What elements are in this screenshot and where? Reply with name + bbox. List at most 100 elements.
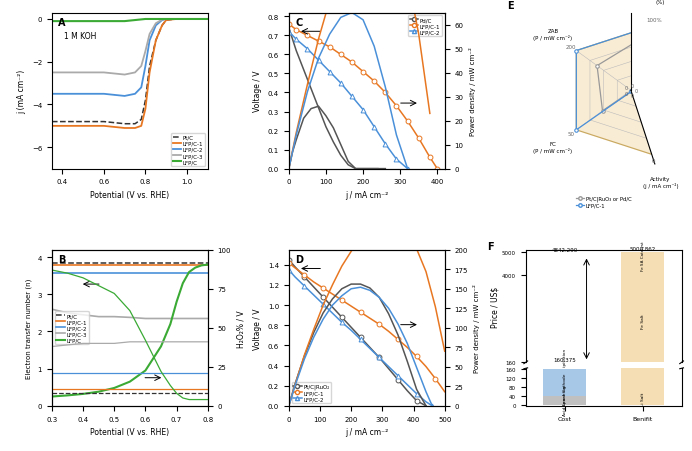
LFP/C-2 bbox=[79, 92, 87, 97]
LFP/C-3 bbox=[158, 18, 166, 23]
X-axis label: j / mA cm⁻²: j / mA cm⁻² bbox=[345, 427, 388, 436]
Legend: Pt/C|RuO₂, LFP/C-1, LFP/C-2: Pt/C|RuO₂, LFP/C-1, LFP/C-2 bbox=[291, 382, 331, 403]
Pt/C bbox=[141, 98, 149, 104]
Text: 100%: 100% bbox=[646, 18, 662, 23]
LFP/C-1 bbox=[79, 124, 87, 129]
LFP/C-1 bbox=[162, 18, 170, 24]
LFP/C-3 bbox=[137, 64, 145, 69]
Text: Fe Salt: Fe Salt bbox=[641, 313, 645, 328]
LFP/C-3 bbox=[172, 17, 181, 23]
LFP/C bbox=[183, 17, 191, 23]
LFP/C bbox=[110, 19, 118, 25]
LFP/C bbox=[203, 17, 212, 23]
LFP/C-1 bbox=[131, 126, 139, 131]
Text: 1 M KOH: 1 M KOH bbox=[64, 32, 97, 41]
Line: LFP/C-2: LFP/C-2 bbox=[52, 20, 208, 97]
LFP/C bbox=[152, 17, 160, 23]
Text: 200: 200 bbox=[565, 45, 576, 50]
LFP/C-3 bbox=[193, 17, 201, 23]
Text: 50: 50 bbox=[567, 132, 574, 137]
Polygon shape bbox=[576, 27, 692, 155]
Legend: Pt/C, LFP/C-1, LFP/C-2, LFP/C-3, LFP/C: Pt/C, LFP/C-1, LFP/C-2, LFP/C-3, LFP/C bbox=[171, 134, 205, 166]
LFP/C-2 bbox=[48, 92, 56, 97]
Y-axis label: Price / US$: Price / US$ bbox=[490, 286, 499, 327]
Pt/C bbox=[120, 122, 129, 127]
LFP/C-2 bbox=[183, 17, 191, 23]
X-axis label: j / mA cm⁻²: j / mA cm⁻² bbox=[345, 190, 388, 199]
LFP/C-2 bbox=[137, 86, 145, 91]
LFP/C-2 bbox=[110, 93, 118, 98]
LFP/C-1 bbox=[58, 124, 66, 129]
LFP/C-2 bbox=[145, 38, 154, 44]
Text: 160.375: 160.375 bbox=[554, 357, 576, 362]
Text: C: C bbox=[295, 18, 302, 28]
Text: Acid Leaching: Acid Leaching bbox=[563, 385, 567, 415]
LFP/C-3 bbox=[203, 17, 212, 23]
LFP/C-1 bbox=[120, 126, 129, 131]
LFP/C-1 bbox=[158, 23, 166, 29]
LFP/C-2 bbox=[172, 17, 181, 23]
LFP/C-2 bbox=[131, 92, 139, 97]
LFP/C bbox=[48, 19, 56, 25]
Line: LFP/C-3: LFP/C-3 bbox=[52, 20, 208, 75]
Line: LFP/C-1: LFP/C-1 bbox=[52, 20, 208, 129]
LFP/C-3 bbox=[58, 70, 66, 76]
LFP/C bbox=[58, 19, 66, 25]
Y-axis label: j (mA cm⁻²): j (mA cm⁻²) bbox=[17, 69, 26, 114]
LFP/C bbox=[141, 17, 149, 23]
Text: Li Salt: Li Salt bbox=[641, 392, 645, 405]
LFP/C-3 bbox=[79, 70, 87, 76]
Bar bbox=[543, 396, 586, 405]
Y-axis label: Power density / mW cm⁻²: Power density / mW cm⁻² bbox=[469, 47, 476, 136]
Y-axis label: H₂O₂% / V: H₂O₂% / V bbox=[237, 309, 246, 347]
Text: Fe SA Catalyst: Fe SA Catalyst bbox=[641, 241, 645, 271]
LFP/C bbox=[120, 19, 129, 25]
LFP/C-2 bbox=[100, 92, 108, 97]
Text: D: D bbox=[295, 255, 303, 265]
X-axis label: Potential (V vs. RHE): Potential (V vs. RHE) bbox=[90, 190, 170, 199]
LFP/C-2 bbox=[58, 92, 66, 97]
Bar bbox=[543, 362, 586, 365]
Y-axis label: Voltage / V: Voltage / V bbox=[253, 307, 262, 349]
Text: 0: 0 bbox=[635, 88, 638, 93]
LFP/C-2 bbox=[141, 64, 149, 69]
LFP/C-1 bbox=[110, 125, 118, 130]
LFP/C-3 bbox=[145, 32, 154, 37]
LFP/C-1 bbox=[172, 17, 181, 23]
Legend: Pd/C, LFP/C-1, LFP/C-2: Pd/C, LFP/C-1, LFP/C-2 bbox=[408, 16, 442, 37]
LFP/C-3 bbox=[100, 70, 108, 76]
LFP/C-1 bbox=[183, 17, 191, 23]
Text: E: E bbox=[507, 1, 513, 11]
Pt/C bbox=[100, 120, 108, 125]
LFP/C-3 bbox=[152, 22, 160, 27]
Text: Spent Cathode: Spent Cathode bbox=[563, 373, 567, 405]
LFP/C bbox=[193, 17, 201, 23]
LFP/C bbox=[100, 19, 108, 25]
Text: 0: 0 bbox=[652, 159, 655, 164]
Bar bbox=[621, 253, 664, 366]
Pt/C bbox=[48, 120, 56, 125]
LFP/C-3 bbox=[48, 70, 56, 76]
LFP/C bbox=[79, 19, 87, 25]
LFP/C-1 bbox=[193, 17, 201, 23]
Line: LFP/C: LFP/C bbox=[52, 20, 208, 22]
Text: 0: 0 bbox=[631, 83, 634, 88]
Text: A: A bbox=[58, 18, 66, 28]
Y-axis label: Power density / mW cm⁻²: Power density / mW cm⁻² bbox=[473, 284, 480, 373]
Text: 0: 0 bbox=[625, 92, 628, 97]
LFP/C-3 bbox=[183, 17, 191, 23]
X-axis label: Potential (V vs. RHE): Potential (V vs. RHE) bbox=[90, 427, 170, 436]
LFP/C bbox=[131, 18, 139, 24]
Text: 0: 0 bbox=[625, 85, 628, 90]
LFP/C-3 bbox=[131, 70, 139, 76]
Pt/C bbox=[203, 17, 212, 23]
Pt/C bbox=[110, 121, 118, 126]
LFP/C-2 bbox=[158, 18, 166, 24]
Legend: Pt/C, LFP/C-1, LFP/C-2, LFP/C-3, LFP/C: Pt/C, LFP/C-1, LFP/C-2, LFP/C-3, LFP/C bbox=[55, 312, 89, 345]
LFP/C-3 bbox=[120, 73, 129, 78]
LFP/C-1 bbox=[152, 38, 160, 44]
LFP/C-1 bbox=[145, 70, 154, 76]
LFP/C-2 bbox=[120, 94, 129, 99]
Text: Precipitation: Precipitation bbox=[563, 347, 567, 375]
Text: F: F bbox=[486, 241, 493, 251]
